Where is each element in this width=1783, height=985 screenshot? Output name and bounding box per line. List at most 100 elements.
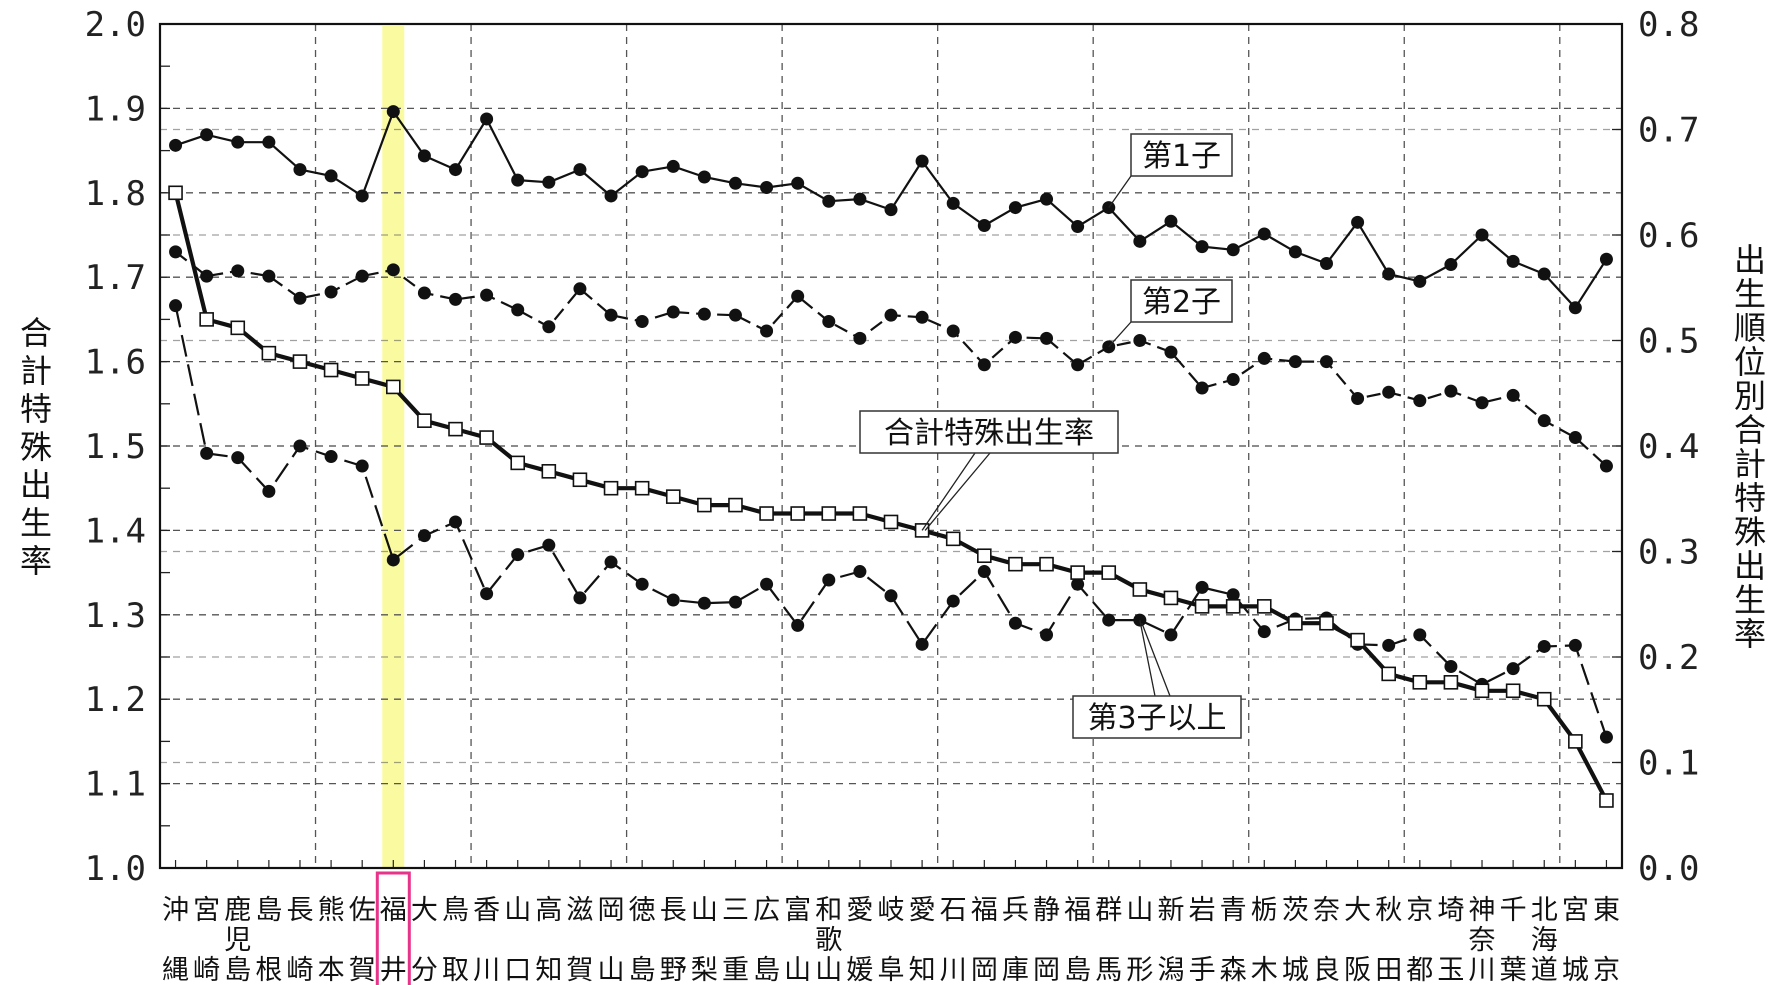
data-point: [1071, 220, 1085, 234]
data-point: [386, 105, 400, 119]
data-point: [790, 506, 805, 521]
data-point: [449, 163, 463, 177]
category-label: 城: [1562, 955, 1589, 985]
data-point: [511, 303, 525, 317]
data-point: [977, 565, 991, 579]
category-label: 和: [815, 895, 842, 926]
y-right-tick-label: 0.0: [1638, 849, 1699, 889]
data-point: [884, 589, 898, 603]
category-label: 栃: [1251, 895, 1278, 926]
data-point: [1102, 613, 1116, 627]
data-point: [1195, 240, 1209, 254]
data-point: [821, 506, 837, 521]
category-label: 森: [1220, 955, 1247, 985]
category-label: 千: [1500, 895, 1527, 926]
data-point: [915, 310, 929, 324]
category-labels: 沖縄宮崎鹿児島島根長崎熊本佐賀福井大分鳥取香川山口高知滋賀岡山徳島長野山梨三重広…: [162, 895, 1620, 985]
category-label: 大: [411, 895, 438, 926]
category-label: 野: [660, 955, 687, 985]
data-point: [449, 292, 463, 306]
category-label: 良: [1313, 955, 1340, 985]
category-label: 山: [1126, 895, 1153, 926]
category-label: 石: [940, 895, 967, 926]
category-label: 茨: [1282, 895, 1309, 926]
data-point: [1226, 243, 1240, 257]
data-point: [1443, 675, 1459, 690]
data-point: [542, 175, 556, 189]
category-label: 広: [753, 895, 780, 926]
data-point: [977, 358, 991, 372]
data-point: [1226, 588, 1240, 602]
category-label: 兵: [1002, 895, 1029, 926]
category-label: 島: [629, 955, 656, 985]
data-point: [1008, 616, 1022, 630]
data-point: [1568, 734, 1583, 749]
data-point: [1257, 625, 1271, 639]
category-label: 熊: [318, 895, 345, 926]
data-point: [1382, 267, 1396, 281]
data-point: [1226, 373, 1240, 387]
data-point: [511, 548, 525, 562]
category-label: 馬: [1095, 955, 1122, 985]
data-point: [355, 459, 369, 473]
y-axis-left-title: 合計特殊出生率: [20, 314, 52, 580]
data-point: [510, 455, 526, 471]
data-point: [697, 307, 711, 321]
category-label: 徳: [629, 895, 656, 926]
y-left-tick-label: 1.6: [85, 343, 146, 383]
data-point: [1195, 580, 1209, 594]
category-label: 岩: [1189, 895, 1216, 926]
data-point: [511, 173, 525, 187]
data-point: [853, 192, 867, 206]
category-label: 佐: [349, 895, 376, 926]
category-label: 山: [815, 955, 842, 985]
y-right-tick-label: 0.6: [1638, 216, 1699, 256]
data-point: [324, 169, 338, 183]
category-label: 分: [411, 955, 438, 985]
data-point: [1040, 331, 1054, 345]
data-point: [1195, 381, 1209, 395]
data-point: [1506, 254, 1520, 268]
category-label: 山: [504, 895, 531, 926]
y-right-tick-label: 0.2: [1638, 638, 1699, 678]
data-point: [728, 595, 742, 609]
data-point: [1444, 384, 1458, 398]
category-label: 縄: [162, 955, 189, 985]
data-point: [448, 421, 463, 437]
data-point: [946, 594, 960, 608]
data-point: [977, 548, 992, 564]
data-point: [480, 112, 494, 126]
data-point: [1537, 414, 1551, 428]
data-point: [728, 176, 742, 190]
data-point: [977, 219, 991, 233]
category-label: 埼: [1437, 895, 1464, 926]
data-point: [541, 464, 557, 479]
data-point: [1351, 392, 1365, 406]
data-point: [884, 308, 898, 322]
category-label: 川: [1469, 955, 1496, 985]
y-left-tick-label: 1.0: [85, 849, 146, 889]
data-point: [666, 159, 680, 173]
data-point: [852, 506, 868, 521]
data-point: [262, 484, 276, 498]
category-label: 三: [722, 895, 749, 926]
data-point: [1008, 556, 1023, 572]
category-label: 鳥: [442, 895, 469, 926]
category-label: 長: [660, 895, 687, 926]
category-label: 沖: [162, 895, 189, 926]
category-label: 福: [971, 895, 998, 926]
data-point: [200, 269, 214, 283]
data-point: [635, 315, 649, 329]
series-line: [174, 305, 1608, 738]
data-point: [822, 194, 836, 208]
data-point: [324, 450, 338, 464]
category-label: 岡: [598, 895, 625, 926]
data-point: [1194, 599, 1210, 614]
category-label: 山: [598, 955, 625, 985]
category-label: 道: [1531, 955, 1558, 985]
data-point: [573, 282, 587, 296]
data-point: [1039, 556, 1054, 572]
data-point: [323, 362, 339, 378]
category-label: 歌: [815, 925, 842, 956]
data-point: [1256, 599, 1272, 614]
